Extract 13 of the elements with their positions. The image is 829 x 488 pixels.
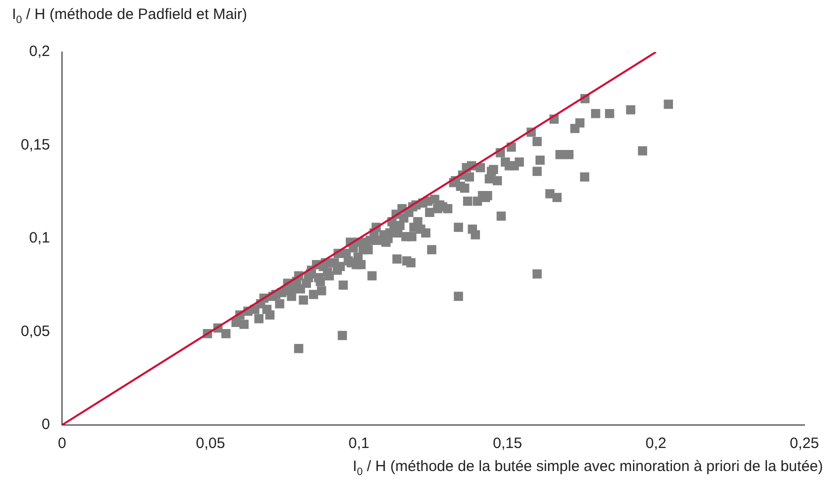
y-tick-label: 0 [42,416,50,434]
x-tick-label: 0,2 [645,435,666,452]
x-axis-title: I$_{0}$ / H (méthode de la butée simple avec minoration à priori de la butée) [352,458,823,478]
y-tick-label: 0,15 [20,136,50,154]
x-tick-label: 0,05 [196,435,226,452]
x-tick-label: 0,25 [790,435,820,452]
y-tick-label: 0,05 [20,322,50,340]
x-tick-label: 0 [58,435,66,452]
y-axis-title: I$_{0}$ / H (méthode de Padfield et Mair) [12,6,248,26]
y-tick-label: 0,1 [29,230,50,247]
y-tick-label: 0,2 [29,43,50,60]
x-tick-label: 0,1 [348,435,370,452]
x-tick-label: 0,15 [492,435,522,452]
